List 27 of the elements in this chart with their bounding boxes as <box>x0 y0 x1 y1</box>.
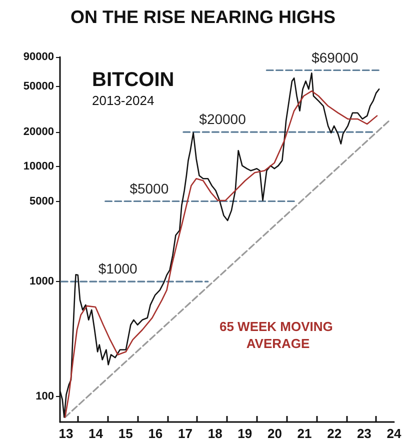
x-tick-label: 19 <box>238 426 252 441</box>
x-tick-label: 14 <box>88 426 104 441</box>
y-tick-label: 100 <box>36 390 54 403</box>
annotation: $69000 <box>312 49 359 66</box>
x-tick-label: 17 <box>178 426 192 441</box>
x-tick-label: 18 <box>208 426 222 441</box>
y-tick-label: 50000 <box>23 80 54 92</box>
y-tick-label: 90000 <box>23 51 54 63</box>
y-tick-label: 10000 <box>23 160 54 173</box>
annotation: $1000 <box>98 260 138 277</box>
annotation: $20000 <box>199 111 246 128</box>
text: 65 WEEK MOVING AVERAGE <box>219 319 337 351</box>
x-tick-label: 21 <box>297 426 312 441</box>
y-tick-label: 1000 <box>30 276 54 288</box>
chart-title: ON THE RISE NEARING HIGHS <box>70 7 336 27</box>
x-tick-label: 23 <box>356 426 372 441</box>
annotation: $5000 <box>130 180 169 196</box>
x-tick-label: 20 <box>267 426 282 441</box>
x-tick-label: 13 <box>58 426 74 441</box>
x-tick-label: 24 <box>386 426 402 441</box>
x-tick-label: 15 <box>118 426 133 441</box>
y-tick-label: 20000 <box>23 126 54 138</box>
annotation: 2013-2024 <box>92 93 154 108</box>
x-tick-label: 16 <box>148 426 163 441</box>
annotation: BITCOIN <box>92 69 174 91</box>
y-tick-label: 5000 <box>30 195 54 208</box>
x-tick-label: 22 <box>327 426 342 441</box>
